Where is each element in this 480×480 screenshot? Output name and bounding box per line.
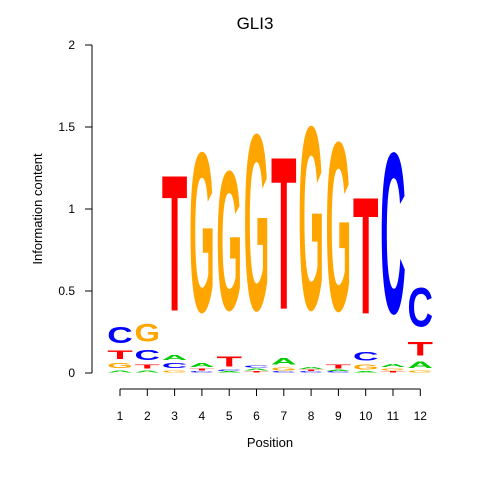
x-tick-label: 5: [226, 409, 233, 423]
x-tick-label: 9: [335, 409, 342, 423]
logo-letter-t: T: [189, 368, 215, 371]
logo-letter-a: A: [298, 367, 324, 370]
logo-letter-t: T: [244, 371, 269, 373]
x-tick-label: 1: [117, 409, 124, 423]
logo-letter-a: A: [408, 360, 433, 370]
logo-letter-c: C: [326, 371, 352, 373]
logo-letter-g: G: [244, 82, 269, 364]
logo-letter-a: A: [107, 370, 133, 373]
logo-letter-t: T: [353, 162, 378, 349]
x-tick-label: 7: [280, 409, 287, 423]
x-tick-label: 12: [414, 409, 428, 423]
logo-letter-t: T: [216, 353, 242, 369]
logo-letter-t: T: [380, 371, 405, 373]
logo-letter-c: C: [298, 371, 324, 373]
logo-letter-g: G: [408, 370, 433, 373]
x-tick-label: 3: [171, 409, 178, 423]
logo-letter-t: T: [298, 370, 323, 372]
x-tick-label: 2: [144, 409, 151, 423]
letter-stacks: AGTCATCGGCATCTAGACTGTACGCGATCTAGCATGAGCT…: [107, 72, 433, 373]
x-axis: 1 2 3 4 5 6 7 8 9 10 11 12: [117, 388, 428, 423]
logo-letter-c: C: [189, 371, 215, 373]
x-axis-label: Position: [247, 435, 293, 450]
logo-letter-c: C: [107, 323, 133, 349]
logo-letter-t: T: [162, 135, 187, 352]
logo-letter-g: G: [271, 366, 296, 371]
y-axis-label: Information content: [30, 153, 45, 265]
logo-letter-c: C: [408, 276, 433, 338]
logo-letter-g: G: [380, 368, 405, 371]
y-tick-label: 1: [68, 202, 75, 216]
x-tick-label: 8: [308, 409, 315, 423]
logo-letter-a: A: [189, 362, 215, 368]
chart-title: GLI3: [237, 14, 274, 33]
logo-letter-a: A: [244, 368, 270, 371]
logo-letter-c: C: [244, 365, 270, 368]
logo-letter-g: G: [189, 104, 214, 360]
logo-letter-g: G: [353, 364, 378, 372]
logo-letter-a: A: [380, 363, 405, 368]
logo-letter-g: G: [162, 370, 187, 373]
logo-letter-c: C: [216, 370, 242, 372]
x-tick-label: 11: [387, 409, 400, 423]
logo-letter-a: A: [353, 371, 379, 373]
y-axis: 0 0.5 1 1.5 2: [58, 38, 93, 380]
logo-letter-t: T: [326, 363, 351, 369]
logo-letter-c: C: [353, 350, 379, 363]
logo-letter-a: A: [326, 370, 352, 372]
y-tick-label: 2: [68, 38, 75, 52]
logo-letter-t: T: [135, 363, 160, 369]
logo-letter-c: C: [380, 104, 405, 361]
logo-letter-g: G: [298, 72, 323, 365]
logo-letter-g: G: [326, 91, 351, 361]
x-tick-label: 10: [359, 409, 373, 423]
x-tick-label: 6: [253, 409, 260, 423]
logo-letter-t: T: [408, 339, 434, 360]
logo-letter-a: A: [271, 357, 296, 367]
logo-letter-a: A: [135, 370, 161, 373]
logo-letter-g: G: [216, 131, 241, 353]
logo-letter-a: A: [216, 371, 242, 373]
y-tick-label: 1.5: [58, 120, 75, 134]
y-tick-label: 0: [68, 366, 75, 380]
logo-letter-t: T: [271, 113, 296, 356]
logo-letter-g: G: [135, 320, 160, 347]
y-tick-label: 0.5: [58, 284, 75, 298]
logo-letter-c: C: [271, 371, 297, 373]
x-tick-label: 4: [199, 409, 206, 423]
logo-letter-t: T: [107, 349, 133, 362]
logo-letter-g: G: [107, 362, 132, 370]
logo-letter-a: A: [162, 354, 187, 362]
logo-letter-c: C: [162, 362, 187, 370]
logo-letter-c: C: [135, 347, 160, 363]
